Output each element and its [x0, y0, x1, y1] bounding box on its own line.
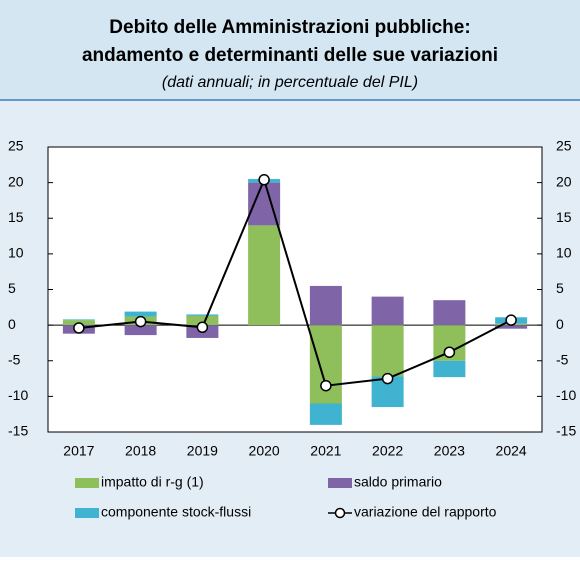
x-tick-label: 2023 [434, 443, 465, 459]
chart-title: andamento e determinanti delle sue varia… [82, 45, 498, 66]
x-tick-label: 2018 [125, 443, 156, 459]
x-tick-label: 2024 [496, 443, 527, 459]
x-tick-label: 2019 [187, 443, 218, 459]
legend-label: variazione del rapporto [354, 504, 497, 520]
bar [371, 325, 404, 377]
marker [134, 315, 147, 328]
plot-area [47, 146, 543, 433]
y2-tick-label: 0 [556, 316, 564, 332]
x-tick-label: 2020 [249, 443, 280, 459]
bar [186, 315, 219, 326]
bar [309, 403, 342, 425]
bar [124, 325, 157, 336]
chart-subtitle: (dati annuali; in percentuale del PIL) [162, 74, 418, 91]
marker [196, 321, 209, 334]
y-tick-label: -5 [8, 351, 21, 367]
legend-swatch [328, 478, 352, 488]
y-tick-label: -10 [8, 387, 28, 403]
bar [433, 300, 466, 326]
legend-label: impatto di r-g (1) [101, 474, 204, 490]
legend-label: saldo primario [354, 474, 442, 490]
marker [443, 346, 456, 358]
y-tick-label: 20 [8, 173, 24, 189]
y-tick-label: 10 [8, 245, 24, 261]
y2-tick-label: 25 [556, 138, 572, 154]
y-tick-label: 5 [8, 280, 16, 296]
y2-tick-label: -10 [556, 387, 576, 403]
y-tick-label: 25 [8, 138, 24, 154]
y2-tick-label: 20 [556, 173, 572, 189]
marker [258, 174, 270, 186]
chart-title: Debito delle Amministrazioni pubbliche: [109, 17, 470, 38]
marker [505, 314, 517, 326]
x-tick-label: 2021 [310, 443, 341, 459]
bar [309, 325, 342, 404]
marker [320, 379, 332, 392]
legend-swatch [75, 478, 99, 488]
bar [371, 296, 404, 326]
y2-tick-label: 15 [556, 209, 572, 225]
header-band [0, 0, 580, 100]
marker [381, 372, 394, 385]
y2-tick-label: -5 [556, 351, 569, 367]
bar [433, 360, 466, 378]
bar [124, 311, 157, 317]
y-tick-label: 0 [8, 316, 16, 332]
x-tick-label: 2017 [63, 443, 94, 459]
bar [62, 319, 95, 321]
y2-tick-label: 10 [556, 245, 572, 261]
legend-swatch [75, 508, 99, 518]
bar [248, 225, 281, 326]
y-tick-label: 15 [8, 209, 24, 225]
y2-tick-label: 5 [556, 280, 564, 296]
bar [495, 325, 528, 329]
bar [309, 285, 342, 326]
bar [186, 314, 219, 316]
legend-label: componente stock-flussi [101, 504, 251, 520]
line [78, 176, 512, 387]
x-tick-label: 2022 [372, 443, 403, 459]
legend-marker [334, 507, 346, 519]
y2-tick-label: -15 [556, 423, 576, 439]
marker [73, 322, 85, 334]
y-tick-label: -15 [8, 423, 28, 439]
